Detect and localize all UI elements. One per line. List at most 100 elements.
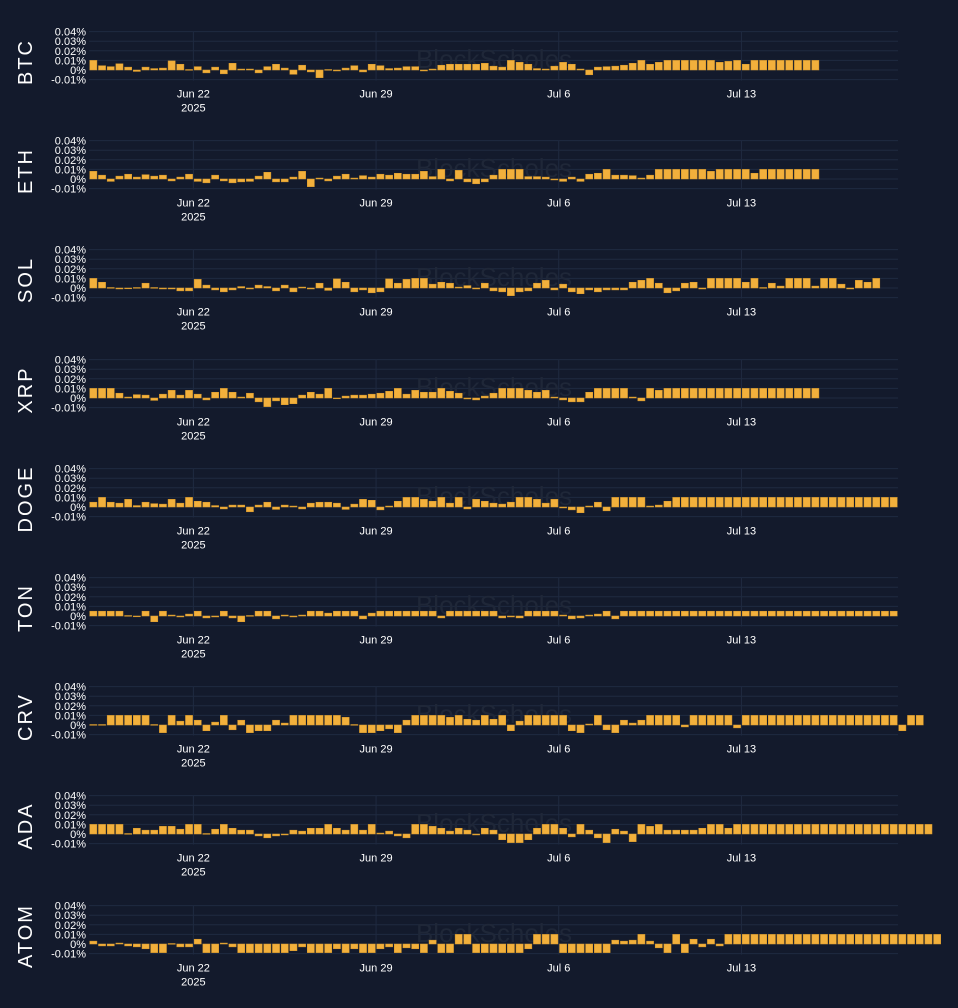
- funding-bar: [150, 287, 159, 289]
- funding-bar: [463, 610, 472, 617]
- funding-bar: [785, 715, 794, 726]
- funding-bar: [602, 169, 611, 180]
- funding-bar: [541, 389, 550, 398]
- funding-bar: [280, 285, 289, 289]
- funding-bar: [750, 824, 759, 835]
- y-tick-label: 0.01%: [55, 820, 86, 832]
- funding-bar: [689, 938, 698, 944]
- funding-bar: [211, 505, 219, 508]
- asset-label: DOGE: [15, 465, 37, 532]
- funding-bar: [237, 720, 246, 726]
- funding-bar: [559, 943, 567, 953]
- y-tick-label: -0.01%: [51, 184, 86, 196]
- funding-bar: [681, 496, 689, 508]
- funding-bar: [533, 715, 541, 726]
- x-tick-label: Jul 6: [547, 962, 570, 974]
- funding-bar: [594, 288, 602, 293]
- funding-bar: [298, 506, 306, 509]
- x-tick-label: Jun 29: [360, 635, 393, 647]
- funding-bar: [254, 724, 263, 732]
- funding-bar: [141, 610, 150, 617]
- funding-bar: [672, 933, 680, 944]
- funding-bar: [750, 173, 759, 180]
- funding-bar: [359, 724, 367, 734]
- panel-xrp: BlockScholes 0.04% 0.03% 0.02% 0.01% 0% -0.01%…: [0, 350, 958, 459]
- funding-bar: [385, 390, 393, 398]
- funding-bar: [124, 498, 132, 508]
- funding-bar: [785, 610, 794, 617]
- x-tick-label: Jun 22: [177, 853, 210, 865]
- funding-bar: [741, 282, 750, 289]
- funding-bar: [915, 933, 924, 944]
- funding-bar: [698, 496, 707, 508]
- funding-bar: [141, 66, 150, 71]
- funding-bar: [681, 724, 689, 728]
- funding-bar: [794, 278, 802, 289]
- funding-bar: [837, 933, 846, 944]
- funding-bar: [594, 715, 602, 726]
- funding-bar: [159, 503, 167, 508]
- funding-bar: [176, 721, 185, 726]
- funding-bar: [124, 66, 132, 71]
- funding-bar: [507, 288, 515, 297]
- funding-bar: [811, 715, 820, 726]
- funding-bar: [594, 387, 602, 398]
- funding-bar: [350, 610, 359, 617]
- funding-bar: [367, 612, 376, 617]
- funding-bar: [237, 615, 246, 623]
- funding-bar: [454, 496, 463, 508]
- funding-bar: [133, 393, 141, 398]
- funding-bar: [533, 68, 541, 71]
- funding-bar: [141, 501, 150, 508]
- funding-bar: [715, 387, 724, 398]
- funding-bar: [367, 724, 376, 734]
- funding-bar: [115, 176, 124, 180]
- funding-bar: [550, 933, 559, 944]
- funding-bar: [159, 826, 167, 835]
- y-tick-label: 0.04%: [55, 136, 86, 148]
- funding-bar: [759, 60, 767, 71]
- x-tick-label: Jun 29: [360, 962, 393, 974]
- funding-bar: [576, 178, 585, 182]
- funding-bar: [689, 169, 698, 180]
- funding-bar: [672, 288, 680, 292]
- funding-bar: [367, 393, 376, 398]
- funding-bar: [446, 831, 454, 835]
- funding-bar: [759, 610, 767, 617]
- y-tick-label: -0.01%: [51, 511, 86, 523]
- funding-bar: [385, 68, 393, 71]
- funding-bar: [637, 610, 646, 617]
- funding-bar: [768, 60, 776, 71]
- funding-bar: [454, 392, 463, 398]
- funding-bar: [324, 943, 333, 953]
- funding-bar: [115, 502, 124, 508]
- y-tick-label: 0.02%: [55, 483, 86, 495]
- funding-bar: [811, 610, 820, 617]
- funding-bar: [576, 397, 585, 402]
- funding-bar: [289, 288, 298, 293]
- y-tick-label: -0.01%: [51, 293, 86, 305]
- funding-bar: [594, 66, 602, 71]
- funding-bar: [89, 278, 98, 289]
- funding-bar: [594, 501, 602, 508]
- funding-bar: [733, 278, 741, 289]
- funding-bar: [159, 175, 167, 180]
- funding-bar: [846, 496, 854, 508]
- y-tick-label: 0.01%: [55, 55, 86, 67]
- funding-bar: [141, 830, 150, 835]
- funding-bar: [541, 824, 550, 835]
- x-tick-label: Jul 6: [547, 198, 570, 210]
- funding-bar: [298, 171, 306, 180]
- funding-bar: [359, 175, 367, 180]
- funding-bar: [185, 824, 193, 835]
- y-tick-label: 0.03%: [55, 910, 86, 922]
- funding-bar: [498, 615, 507, 619]
- funding-bar: [741, 610, 750, 617]
- x-tick-label: Jun 22: [177, 416, 210, 428]
- funding-bar: [315, 501, 324, 508]
- funding-bar: [289, 177, 298, 180]
- funding-bar: [637, 720, 646, 726]
- funding-bar: [263, 286, 272, 289]
- funding-bar: [541, 610, 550, 617]
- funding-bar: [254, 176, 263, 180]
